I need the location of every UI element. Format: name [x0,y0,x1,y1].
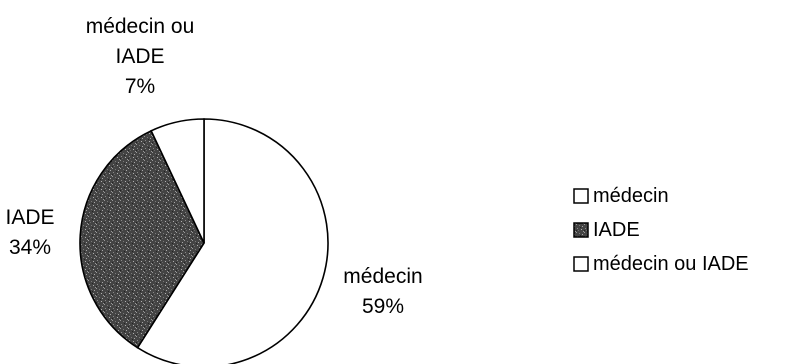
legend-label-médecin: médecin [593,185,669,207]
legend-swatch-iade [573,222,589,238]
pie-slice-médecin-ou-iade [150,118,205,244]
legend-label-médecin-ou-iade: médecin ou IADE [593,253,749,275]
legend-swatch-médecin [573,188,589,204]
slice-label-médecin-ou-iade: médecin ou IADE 7% [86,15,195,98]
pie-slice-médecin [136,118,329,364]
legend-swatch-médecin-ou-iade [573,256,589,272]
slice-label-médecin: médecin 59% [343,265,422,318]
pie-slices [79,118,329,364]
slice-labels: médecin 59% IADE 34% médecin ou IADE 7% [5,15,422,318]
legend: médecin IADE médecin ou IADE [573,185,749,275]
pie-slice-iade [79,129,205,349]
legend-label-iade: IADE [593,219,640,241]
slice-label-iade: IADE 34% [5,206,54,259]
